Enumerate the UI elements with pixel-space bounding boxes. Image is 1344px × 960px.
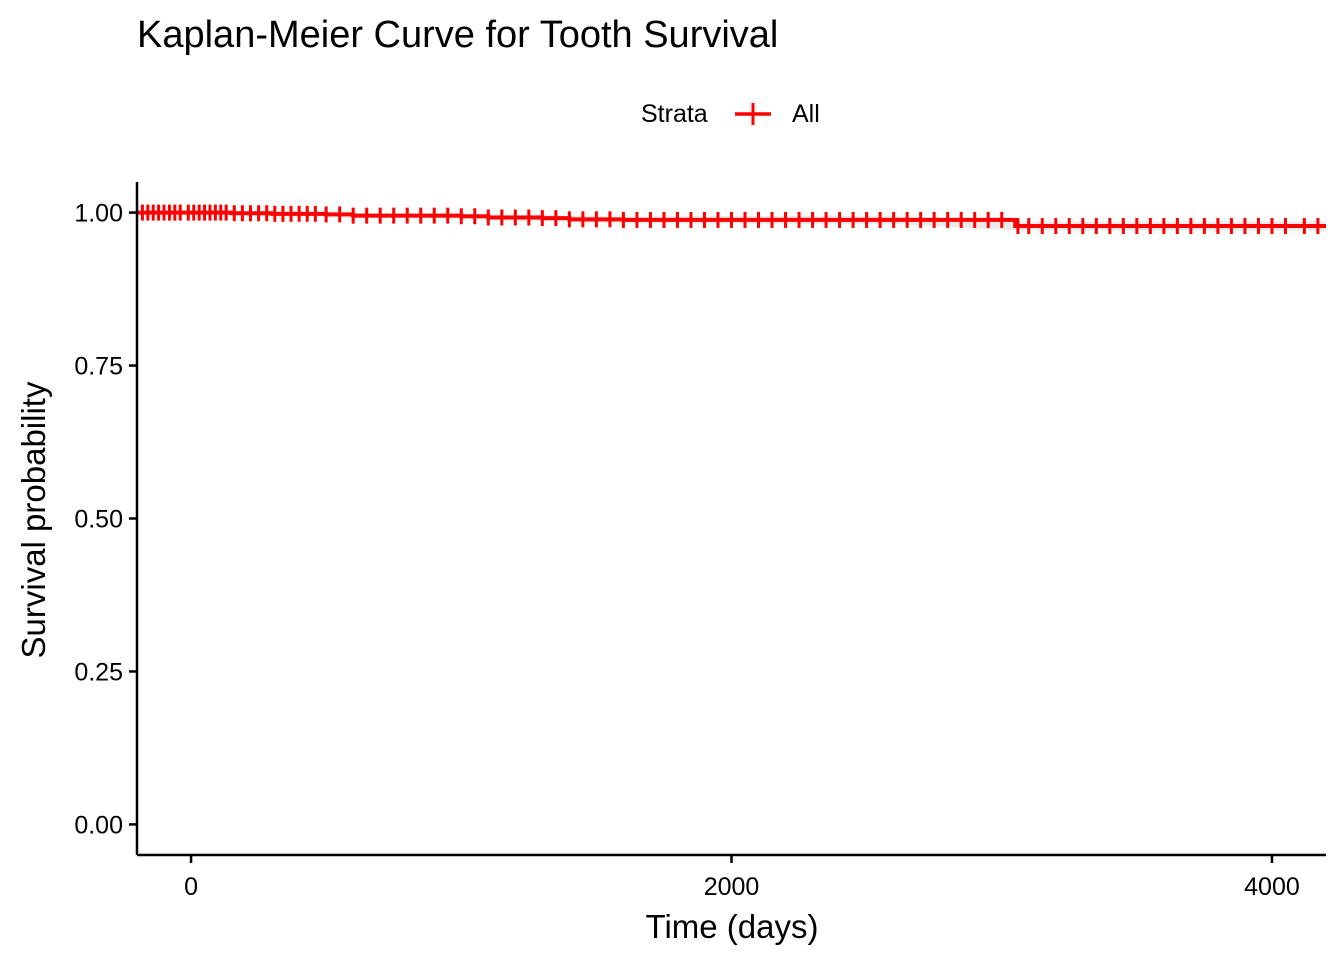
y-tick-label: 0.00 — [74, 811, 123, 839]
legend-label-all: All — [792, 100, 820, 128]
y-tick-label: 0.75 — [74, 353, 123, 381]
axes: 0.00 0.25 0.50 0.75 1.00 0 2000 4000 — [74, 182, 1326, 901]
x-tick-label: 0 — [184, 873, 198, 901]
plot-area — [137, 204, 1326, 235]
legend-title: Strata — [641, 100, 708, 128]
chart-title: Kaplan-Meier Curve for Tooth Survival — [137, 14, 778, 56]
x-tick-label: 2000 — [704, 873, 760, 901]
legend: Strata All — [641, 100, 820, 128]
y-axis-title: Survival probability — [15, 381, 52, 658]
x-tick-label: 4000 — [1244, 873, 1300, 901]
x-axis-title: Time (days) — [646, 908, 819, 945]
y-tick-label: 0.25 — [74, 658, 123, 686]
y-tick-label: 0.50 — [74, 506, 123, 534]
y-tick-label: 1.00 — [74, 200, 123, 228]
